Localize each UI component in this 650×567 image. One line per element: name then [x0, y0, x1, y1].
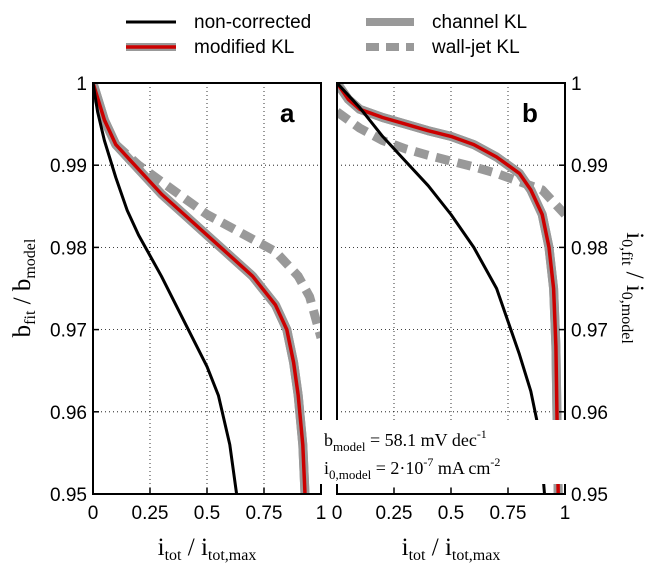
- x-tick-label: 1: [560, 503, 571, 524]
- panel-b-y-ticks: 0.95 0.96 0.97 0.98 0.99 1: [559, 74, 608, 506]
- panel-a-y-axis-title: bfit / bmodel: [9, 238, 39, 337]
- x-tick-label: 0.25: [132, 503, 169, 524]
- legend-label-non-corrected: non-corrected: [194, 12, 311, 33]
- x-tick-label: 0.25: [376, 503, 413, 524]
- annotation-b-model: bmodel = 58.1 mV dec-1: [324, 427, 487, 454]
- x-tick-label: 1: [316, 503, 327, 524]
- y-tick-label: 0.95: [571, 485, 608, 506]
- y-tick-label: 0.99: [571, 156, 608, 177]
- series-line-modified-kl-outline: [93, 83, 310, 494]
- y-tick-label: 0.97: [50, 321, 87, 342]
- x-tick-label: 0.5: [194, 503, 220, 524]
- x-tick-label: 0.75: [490, 503, 527, 524]
- panel-b-x-ticks: 0 0.25 0.5 0.75 1: [332, 488, 571, 524]
- legend-label-channel-kl: channel KL: [432, 12, 527, 33]
- panel-a-lines: [93, 83, 321, 494]
- series-line-wall-jet-kl: [337, 108, 565, 218]
- panel-a-frame: [92, 82, 322, 495]
- legend-label-wall-jet-kl: wall-jet KL: [431, 37, 520, 58]
- panel-a-grid: [93, 83, 321, 494]
- panel-a: 0 0.25 0.5 0.75 1 0.95 0.96 0.97 0.98 0.99 1 a: [50, 74, 326, 524]
- y-tick-label: 0.96: [50, 403, 87, 424]
- y-tick-label: 0.98: [571, 238, 608, 259]
- panel-b-x-axis-title: itot / itot,max: [402, 534, 501, 564]
- series-line-non-corrected: [337, 83, 546, 494]
- panel-b-letter: b: [522, 98, 538, 128]
- annotation-background: [318, 420, 570, 484]
- y-tick-label: 1: [76, 74, 87, 95]
- annotation-i0-model: i0,model = 2·10-7 mA cm-2: [324, 455, 500, 482]
- y-tick-label: 0.98: [50, 238, 87, 259]
- series-line-modified-kl: [337, 83, 560, 494]
- x-tick-label: 0.5: [438, 503, 464, 524]
- y-tick-label: 0.95: [50, 485, 87, 506]
- legend: non-corrected modified KL channel KL wal…: [126, 12, 527, 58]
- series-line-wall-jet-kl: [112, 141, 321, 340]
- legend-label-modified-kl: modified KL: [194, 37, 294, 58]
- panel-b-lines: [337, 83, 565, 494]
- panel-b-y-axis-title: i0,fit / i0,model: [618, 232, 648, 344]
- panel-b: 0 0.25 0.5 0.75 1 0.95 0.96 0.97 0.98 0.99 1 b: [332, 74, 608, 524]
- x-tick-label: 0: [88, 503, 99, 524]
- x-tick-label: 0: [332, 503, 343, 524]
- panel-a-x-axis-title: itot / itot,max: [158, 534, 257, 564]
- y-tick-label: 0.97: [571, 321, 608, 342]
- y-tick-label: 0.96: [571, 403, 608, 424]
- series-line-channel-kl: [93, 83, 310, 494]
- x-tick-label: 0.75: [246, 503, 283, 524]
- series-line-modified-kl: [93, 83, 307, 494]
- panel-b-grid: [337, 83, 565, 494]
- panel-a-letter: a: [280, 98, 295, 128]
- series-line-non-corrected: [93, 83, 239, 494]
- panel-a-x-ticks: 0 0.25 0.5 0.75 1: [88, 488, 327, 524]
- panel-a-y-ticks: 0.95 0.96 0.97 0.98 0.99 1: [50, 74, 99, 506]
- y-tick-label: 1: [571, 74, 582, 95]
- y-tick-label: 0.99: [50, 156, 87, 177]
